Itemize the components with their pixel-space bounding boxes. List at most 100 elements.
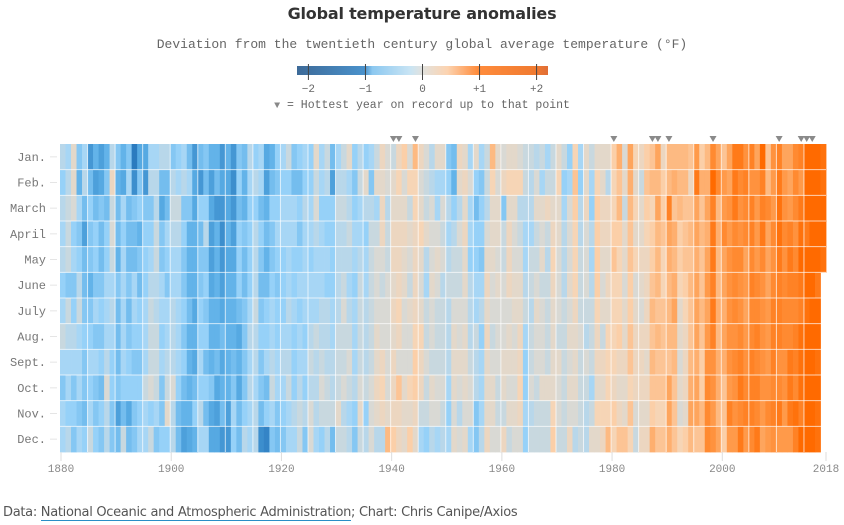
heatmap-cell bbox=[660, 272, 667, 299]
heatmap-cell bbox=[126, 144, 133, 171]
heatmap-cell bbox=[225, 169, 232, 196]
heatmap-cell bbox=[87, 298, 94, 325]
heatmap-cell bbox=[770, 195, 777, 222]
heatmap-cell bbox=[352, 323, 358, 350]
heatmap-cell bbox=[203, 221, 210, 248]
heatmap-cell bbox=[319, 400, 325, 427]
heatmap-cell bbox=[126, 272, 133, 299]
heatmap-cell bbox=[109, 195, 116, 222]
heatmap-cell bbox=[533, 323, 540, 350]
heatmap-cell bbox=[451, 144, 458, 171]
heatmap-cell bbox=[71, 144, 77, 171]
heatmap-cell bbox=[517, 246, 524, 273]
heatmap-cell bbox=[418, 375, 425, 402]
heatmap-cell bbox=[572, 195, 579, 222]
heatmap-cell bbox=[60, 246, 66, 273]
heatmap-cell bbox=[407, 144, 414, 171]
heatmap-cell bbox=[594, 246, 601, 273]
heatmap-cell bbox=[197, 349, 204, 376]
heatmap-cell bbox=[611, 298, 617, 325]
heatmap-cell bbox=[561, 195, 568, 222]
heatmap-cell bbox=[759, 246, 766, 273]
heatmap-cell bbox=[478, 221, 485, 248]
heatmap-cell bbox=[456, 400, 463, 427]
heatmap-cell bbox=[434, 375, 441, 402]
hottest-year-markers bbox=[389, 136, 816, 142]
heatmap-cell bbox=[539, 349, 546, 376]
heatmap-cell bbox=[765, 298, 772, 325]
heatmap-cell bbox=[87, 272, 94, 299]
heatmap-cell bbox=[500, 349, 507, 376]
heatmap-cell bbox=[555, 221, 562, 248]
month-label: July bbox=[17, 305, 46, 319]
heatmap-cell bbox=[710, 426, 717, 453]
heatmap-cell bbox=[495, 298, 502, 325]
noaa-source-link[interactable]: National Oceanic and Atmospheric Adminis… bbox=[40, 505, 352, 521]
heatmap-cell bbox=[792, 426, 799, 453]
heatmap-cell bbox=[363, 298, 369, 325]
heatmap-cell bbox=[732, 400, 739, 427]
heatmap-cell bbox=[533, 246, 540, 273]
heatmap-cell bbox=[115, 144, 122, 171]
heatmap-cell bbox=[65, 349, 72, 376]
heatmap-cell bbox=[600, 298, 606, 325]
heatmap-cell bbox=[236, 400, 243, 427]
heatmap-cell bbox=[142, 169, 149, 196]
heatmap-cell bbox=[688, 349, 695, 376]
heatmap-cell bbox=[759, 169, 766, 196]
legend-note: ▼ = Hottest year on record up to that po… bbox=[0, 99, 844, 112]
heatmap-cell bbox=[423, 349, 430, 376]
heatmap-cell bbox=[208, 400, 215, 427]
heatmap-cell bbox=[159, 272, 166, 299]
heatmap-cell bbox=[578, 195, 584, 222]
heatmap-cell bbox=[274, 426, 281, 453]
heatmap-cell bbox=[721, 349, 728, 376]
heatmap-cell bbox=[787, 323, 794, 350]
heatmap-cell bbox=[148, 169, 155, 196]
heatmap-cell bbox=[776, 169, 783, 196]
heatmap-cell bbox=[561, 144, 568, 171]
heatmap-cell bbox=[677, 221, 684, 248]
heatmap-cell bbox=[671, 323, 678, 350]
heatmap-cell bbox=[787, 375, 794, 402]
heatmap-cell bbox=[65, 375, 72, 402]
heatmap-cell bbox=[175, 272, 182, 299]
heatmap-cell bbox=[363, 323, 369, 350]
heatmap-cell bbox=[148, 349, 155, 376]
heatmap-cell bbox=[379, 169, 386, 196]
heatmap-cell bbox=[704, 298, 711, 325]
heatmap-cell bbox=[175, 426, 182, 453]
heatmap-cell bbox=[230, 195, 237, 222]
gridlines bbox=[60, 144, 826, 452]
heatmap-cell bbox=[633, 426, 640, 453]
month-label: Jan. bbox=[17, 151, 46, 165]
heatmap-cell bbox=[478, 426, 485, 453]
heatmap-cell bbox=[252, 375, 259, 402]
heatmap-cell bbox=[258, 169, 265, 196]
heatmap-cell bbox=[550, 323, 557, 350]
heatmap-cell bbox=[423, 426, 430, 453]
heatmap-cell bbox=[76, 272, 83, 299]
heatmap-cell bbox=[258, 323, 265, 350]
heatmap-cell bbox=[324, 246, 331, 273]
heatmap-cell bbox=[572, 246, 579, 273]
heatmap-cell bbox=[203, 400, 210, 427]
heatmap-cell bbox=[555, 349, 562, 376]
heatmap-cell bbox=[236, 246, 243, 273]
heatmap-cell bbox=[368, 169, 375, 196]
heatmap-cell bbox=[743, 144, 750, 171]
heatmap-cell bbox=[296, 400, 303, 427]
heatmap-cell bbox=[186, 400, 193, 427]
heatmap-cell bbox=[203, 298, 210, 325]
heatmap-cell bbox=[175, 246, 182, 273]
heatmap-cell bbox=[759, 400, 766, 427]
heatmap-cell bbox=[511, 375, 518, 402]
heatmap-cell bbox=[269, 246, 276, 273]
heatmap-cell bbox=[655, 246, 662, 273]
heatmap-cell bbox=[126, 375, 133, 402]
heatmap-cell bbox=[600, 144, 606, 171]
heatmap-cell bbox=[115, 375, 122, 402]
heatmap-cell bbox=[352, 298, 358, 325]
heatmap-cell bbox=[737, 426, 744, 453]
heatmap-cell bbox=[572, 221, 579, 248]
